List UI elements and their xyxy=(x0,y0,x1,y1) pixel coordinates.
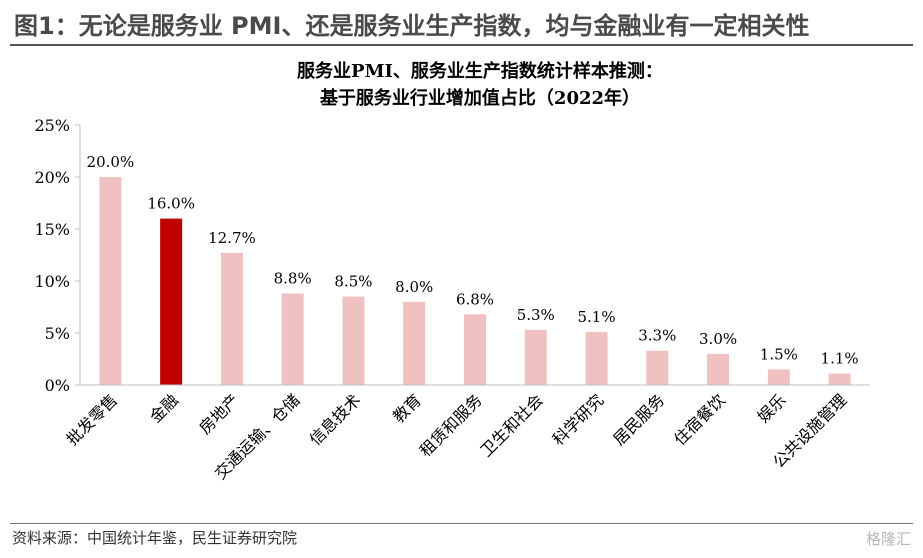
bar xyxy=(99,177,122,385)
bar xyxy=(160,218,183,385)
data-label: 1.5% xyxy=(760,345,798,363)
source-note: 资料来源：中国统计年鉴，民生证券研究院 xyxy=(12,529,298,547)
y-axis: 0% 5% 10% 15% 20% 25% xyxy=(34,116,81,395)
data-label: 1.1% xyxy=(821,350,859,368)
data-label: 6.8% xyxy=(456,290,494,308)
bar xyxy=(220,252,243,385)
data-label: 8.5% xyxy=(334,273,372,291)
x-tick-label: 住宿餐饮 xyxy=(670,390,729,449)
bar xyxy=(767,369,790,385)
bar xyxy=(707,353,730,385)
data-label: 5.1% xyxy=(577,308,615,326)
figure-title: 图1：无论是服务业 PMI、还是服务业生产指数，均与金融业有一定相关性 xyxy=(14,12,810,40)
x-tick-label: 房地产 xyxy=(195,390,242,437)
x-tick-label: 娱乐 xyxy=(754,390,790,426)
x-tick-label: 科学研究 xyxy=(549,390,608,449)
watermark-logo: 格隆汇 xyxy=(865,530,911,548)
report-header: 图1：无论是服务业 PMI、还是服务业生产指数，均与金融业有一定相关性 xyxy=(0,0,923,44)
bars: 20.0% 16.0% 12.7% 8.8% 8.5% 8.0% 6.8% 5.3% 5.1% 3… xyxy=(87,153,859,385)
data-label: 3.3% xyxy=(638,327,676,345)
y-tick-label: 0% xyxy=(45,376,70,395)
x-tick-label: 教育 xyxy=(389,390,425,426)
x-tick-label: 批发零售 xyxy=(63,390,122,449)
y-tick-label: 5% xyxy=(45,324,70,343)
data-label: 8.0% xyxy=(395,278,433,296)
bar xyxy=(464,314,486,385)
y-tick-label: 20% xyxy=(34,168,70,187)
chart-subtitle: 基于服务业行业增加值占比（2022年） xyxy=(319,87,640,109)
data-label: 16.0% xyxy=(147,195,195,213)
bar xyxy=(342,296,365,385)
bar xyxy=(281,293,304,385)
bar-chart: 服务业PMI、服务业生产指数统计样本推测： 基于服务业行业增加值占比（2022年… xyxy=(34,60,870,483)
bar xyxy=(646,350,669,385)
x-tick-label: 租赁和服务 xyxy=(416,390,486,460)
y-tick-label: 10% xyxy=(34,272,70,291)
footer-divider xyxy=(10,523,913,524)
bar xyxy=(403,301,426,385)
y-tick-label: 25% xyxy=(34,116,70,135)
bar xyxy=(828,373,851,385)
data-label: 3.0% xyxy=(699,330,737,348)
data-label: 8.8% xyxy=(274,269,312,287)
data-label: 20.0% xyxy=(87,153,135,171)
data-label: 12.7% xyxy=(208,229,256,247)
x-tick-label: 金融 xyxy=(146,390,182,426)
x-tick-label: 卫生和社会 xyxy=(477,390,547,460)
x-tick-label: 信息技术 xyxy=(306,390,365,449)
data-label: 5.3% xyxy=(517,306,555,324)
header-divider xyxy=(10,44,913,46)
bar xyxy=(524,329,547,385)
chart-title: 服务业PMI、服务业生产指数统计样本推测： xyxy=(297,60,663,82)
x-tick-label: 居民服务 xyxy=(609,390,668,449)
bar xyxy=(585,331,608,385)
y-tick-label: 15% xyxy=(34,220,70,239)
